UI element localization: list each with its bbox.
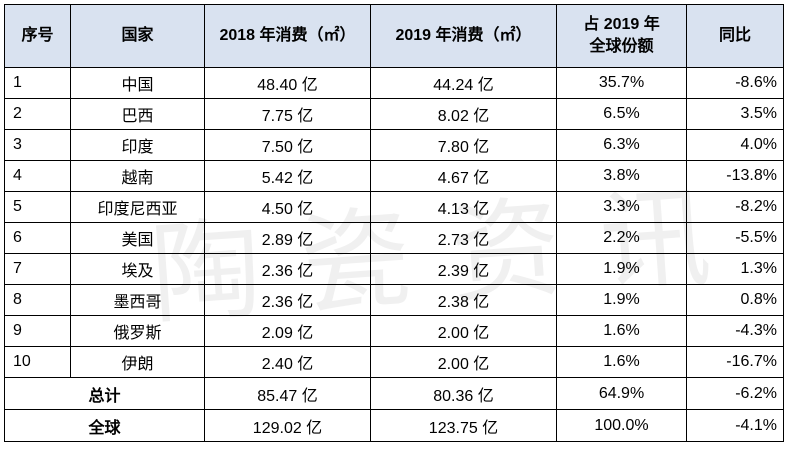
row-yoy: -16.7% <box>686 346 784 378</box>
header-2019-consumption: 2019 年消费（㎡） <box>370 4 557 68</box>
row-share: 3.8% <box>556 160 687 192</box>
row-yoy: 4.0% <box>686 129 784 161</box>
row-2018: 5.42 亿 <box>204 160 371 192</box>
row-yoy: 1.3% <box>686 253 784 285</box>
header-country: 国家 <box>70 4 205 68</box>
row-share: 1.6% <box>556 315 687 347</box>
row-index: 10 <box>4 346 71 378</box>
row-share: 3.3% <box>556 191 687 223</box>
row-index: 3 <box>4 129 71 161</box>
table-row: 3 印度 7.50 亿 7.80 亿 6.3% 4.0% <box>4 129 784 161</box>
table-row: 1 中国 48.40 亿 44.24 亿 35.7% -8.6% <box>4 67 784 99</box>
total-2018: 85.47 亿 <box>204 377 371 410</box>
header-index: 序号 <box>4 4 71 68</box>
header-global-share-line1: 占 2019 年 <box>583 16 660 33</box>
row-country: 埃及 <box>70 253 205 285</box>
table-body: 1 中国 48.40 亿 44.24 亿 35.7% -8.6% 2 巴西 7.75 亿 8.02… <box>4 67 784 442</box>
row-country: 印度 <box>70 129 205 161</box>
row-2019: 2.38 亿 <box>370 284 557 316</box>
global-yoy: -4.1% <box>686 409 784 442</box>
row-2018: 4.50 亿 <box>204 191 371 223</box>
global-2018: 129.02 亿 <box>204 409 371 442</box>
table-row: 7 埃及 2.36 亿 2.39 亿 1.9% 1.3% <box>4 253 784 285</box>
header-yoy: 同比 <box>686 4 784 68</box>
row-yoy: -8.2% <box>686 191 784 223</box>
row-index: 2 <box>4 98 71 130</box>
global-2019: 123.75 亿 <box>370 409 557 442</box>
table-row: 5 印度尼西亚 4.50 亿 4.13 亿 3.3% -8.2% <box>4 191 784 223</box>
table-container: 序号 国家 2018 年消费（㎡） 2019 年消费（㎡） 占 2019 年 全… <box>4 4 784 442</box>
row-index: 1 <box>4 67 71 99</box>
row-yoy: -5.5% <box>686 222 784 254</box>
row-yoy: 3.5% <box>686 98 784 130</box>
row-index: 7 <box>4 253 71 285</box>
row-country: 巴西 <box>70 98 205 130</box>
row-index: 9 <box>4 315 71 347</box>
row-country: 越南 <box>70 160 205 192</box>
table-row: 2 巴西 7.75 亿 8.02 亿 6.5% 3.5% <box>4 98 784 130</box>
table-row: 6 美国 2.89 亿 2.73 亿 2.2% -5.5% <box>4 222 784 254</box>
row-country: 美国 <box>70 222 205 254</box>
row-2019: 7.80 亿 <box>370 129 557 161</box>
header-2018-consumption: 2018 年消费（㎡） <box>204 4 371 68</box>
row-2019: 4.13 亿 <box>370 191 557 223</box>
ceramic-tile-consumption-table: 序号 国家 2018 年消费（㎡） 2019 年消费（㎡） 占 2019 年 全… <box>4 4 784 442</box>
row-2019: 8.02 亿 <box>370 98 557 130</box>
global-label: 全球 <box>4 409 205 442</box>
row-share: 6.5% <box>556 98 687 130</box>
row-2018: 7.75 亿 <box>204 98 371 130</box>
row-share: 1.9% <box>556 284 687 316</box>
row-share: 35.7% <box>556 67 687 99</box>
table-row: 10 伊朗 2.40 亿 2.00 亿 1.6% -16.7% <box>4 346 784 378</box>
global-share: 100.0% <box>556 409 687 442</box>
row-2018: 2.36 亿 <box>204 284 371 316</box>
row-country: 中国 <box>70 67 205 99</box>
row-share: 6.3% <box>556 129 687 161</box>
table-row: 4 越南 5.42 亿 4.67 亿 3.8% -13.8% <box>4 160 784 192</box>
row-2018: 2.09 亿 <box>204 315 371 347</box>
total-2019: 80.36 亿 <box>370 377 557 410</box>
row-share: 1.6% <box>556 346 687 378</box>
global-row: 全球 129.02 亿 123.75 亿 100.0% -4.1% <box>4 409 784 442</box>
row-index: 5 <box>4 191 71 223</box>
row-yoy: 0.8% <box>686 284 784 316</box>
total-row: 总计 85.47 亿 80.36 亿 64.9% -6.2% <box>4 377 784 410</box>
row-country: 伊朗 <box>70 346 205 378</box>
row-2018: 2.36 亿 <box>204 253 371 285</box>
row-2018: 48.40 亿 <box>204 67 371 99</box>
total-label: 总计 <box>4 377 205 410</box>
row-yoy: -13.8% <box>686 160 784 192</box>
row-2019: 2.00 亿 <box>370 315 557 347</box>
row-country: 俄罗斯 <box>70 315 205 347</box>
total-share: 64.9% <box>556 377 687 410</box>
row-2018: 2.89 亿 <box>204 222 371 254</box>
header-row: 序号 国家 2018 年消费（㎡） 2019 年消费（㎡） 占 2019 年 全… <box>4 4 784 68</box>
row-2019: 2.39 亿 <box>370 253 557 285</box>
row-country: 印度尼西亚 <box>70 191 205 223</box>
total-yoy: -6.2% <box>686 377 784 410</box>
row-2019: 2.00 亿 <box>370 346 557 378</box>
header-global-share: 占 2019 年 全球份额 <box>556 4 687 68</box>
table-row: 8 墨西哥 2.36 亿 2.38 亿 1.9% 0.8% <box>4 284 784 316</box>
row-index: 6 <box>4 222 71 254</box>
row-2018: 2.40 亿 <box>204 346 371 378</box>
table-row: 9 俄罗斯 2.09 亿 2.00 亿 1.6% -4.3% <box>4 315 784 347</box>
row-2019: 4.67 亿 <box>370 160 557 192</box>
row-index: 4 <box>4 160 71 192</box>
row-share: 2.2% <box>556 222 687 254</box>
table-header: 序号 国家 2018 年消费（㎡） 2019 年消费（㎡） 占 2019 年 全… <box>4 4 784 68</box>
row-yoy: -8.6% <box>686 67 784 99</box>
row-country: 墨西哥 <box>70 284 205 316</box>
row-2019: 2.73 亿 <box>370 222 557 254</box>
row-2018: 7.50 亿 <box>204 129 371 161</box>
row-2019: 44.24 亿 <box>370 67 557 99</box>
row-yoy: -4.3% <box>686 315 784 347</box>
row-share: 1.9% <box>556 253 687 285</box>
row-index: 8 <box>4 284 71 316</box>
header-global-share-line2: 全球份额 <box>589 38 654 55</box>
